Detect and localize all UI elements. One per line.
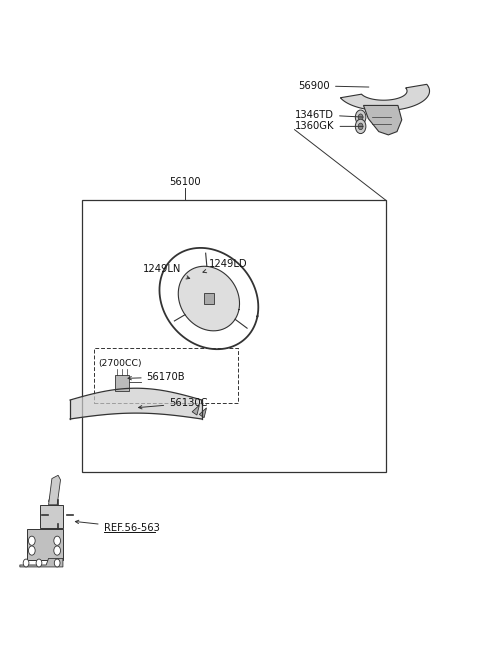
Text: 56130C: 56130C [139,398,208,409]
Text: (2700CC): (2700CC) [98,359,141,369]
Circle shape [36,559,42,567]
Circle shape [54,546,60,555]
Text: 56100: 56100 [169,177,201,187]
Text: 1360GK: 1360GK [295,121,363,131]
Bar [115,375,129,392]
Circle shape [28,536,35,545]
Circle shape [23,559,29,567]
Circle shape [54,559,60,567]
Bar [94,348,238,403]
Bar [204,293,214,304]
Circle shape [355,110,366,125]
Text: 56170B: 56170B [128,372,185,382]
Circle shape [358,123,363,130]
Polygon shape [48,476,60,504]
Polygon shape [178,266,240,331]
Polygon shape [192,405,199,415]
Text: 1346TD: 1346TD [295,110,363,119]
Text: REF.56-563: REF.56-563 [75,520,159,533]
Polygon shape [48,482,58,501]
Text: 56900: 56900 [299,81,369,91]
Circle shape [54,536,60,545]
Circle shape [355,119,366,134]
Bar [40,504,63,527]
Circle shape [28,546,35,555]
Polygon shape [20,558,63,567]
Polygon shape [363,106,402,135]
Bar [82,200,386,472]
Text: 1249LN: 1249LN [144,264,190,279]
Polygon shape [340,85,430,111]
Circle shape [358,114,363,121]
Polygon shape [199,408,206,418]
Bar [27,529,63,560]
Text: 1249LD: 1249LD [203,259,248,273]
